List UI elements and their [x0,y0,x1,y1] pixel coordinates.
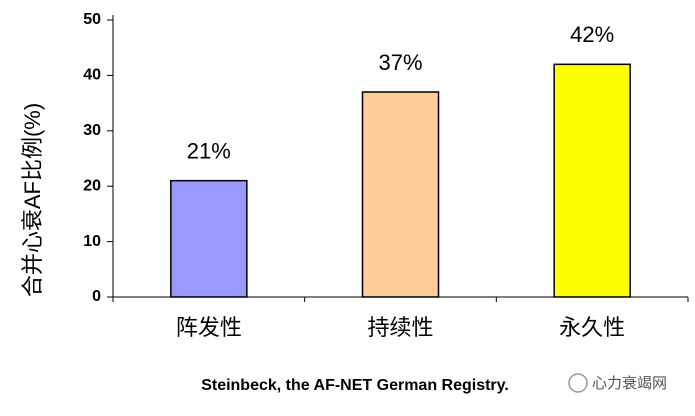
x-tick-label: 阵发性 [176,315,242,340]
data-label: 21% [187,138,231,163]
y-tick-label: 30 [83,122,101,139]
data-label: 42% [570,22,614,47]
x-tick-label: 持续性 [367,315,433,340]
y-tick-label: 40 [83,67,101,84]
bar [553,63,631,298]
watermark-text: 心力衰竭网 [592,375,667,392]
data-label: 37% [378,50,422,75]
bar [170,179,248,298]
y-tick-label: 0 [92,288,101,305]
x-tick-label: 永久性 [559,315,625,340]
source-note: Steinbeck, the AF-NET German Registry. [201,377,509,394]
y-tick-label: 10 [83,233,101,250]
watermark: 心力衰竭网 [568,373,667,393]
y-axis-label: 合并心衰AF比例(%) [20,103,45,297]
y-tick-label: 50 [83,11,101,28]
y-tick-label: 20 [83,177,101,194]
watermark-icon [568,373,588,393]
bar [361,91,440,298]
